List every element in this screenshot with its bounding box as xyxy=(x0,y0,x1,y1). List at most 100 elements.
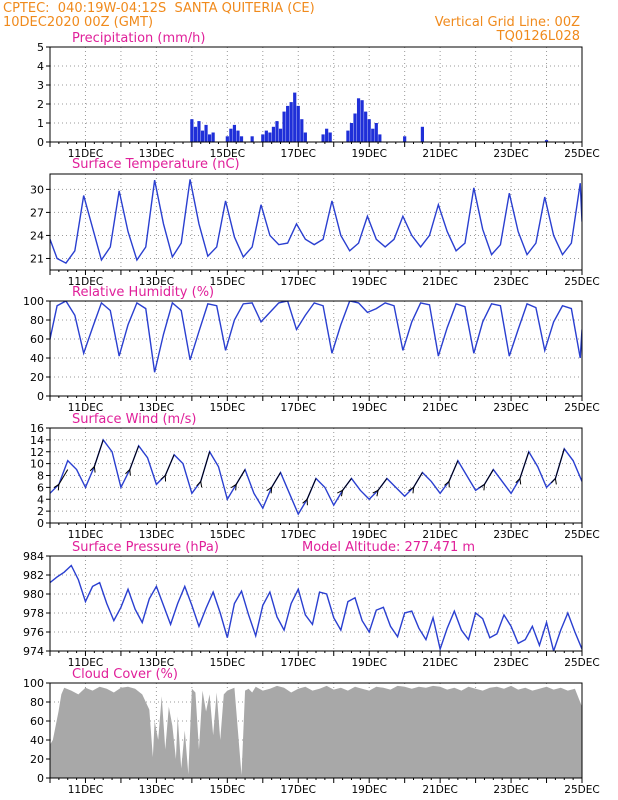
x-tick-label: 11DEC xyxy=(68,529,103,541)
x-tick-label: 15DEC xyxy=(210,148,245,160)
wind-vector xyxy=(164,454,175,476)
precip-bar xyxy=(289,102,293,142)
x-tick-label: 11DEC xyxy=(68,402,103,414)
temp-panel: 21 24 27 30 11DEC 13DEC 15DEC 17DEC 19DEC 21DEC 23… xyxy=(30,157,600,288)
pressure-title: Surface Pressure (hPa) xyxy=(72,540,219,555)
y-tick-label: 1 xyxy=(37,117,44,130)
precip-bar xyxy=(300,119,304,142)
x-tick-label: 11DEC xyxy=(68,276,103,288)
wind-vector xyxy=(235,469,246,485)
x-tick-label: 17DEC xyxy=(281,276,316,288)
precip-bar xyxy=(544,140,549,142)
precip-bar xyxy=(261,134,265,142)
wind-vector xyxy=(448,460,459,482)
wind-vector xyxy=(129,445,140,470)
y-tick-label: 24 xyxy=(30,229,44,242)
precip-bar xyxy=(346,130,350,142)
precip-bar xyxy=(403,136,407,142)
y-tick-label: 5 xyxy=(37,41,44,54)
pressure-frame xyxy=(49,555,583,652)
y-tick-label: 16 xyxy=(30,422,44,435)
precip-bar xyxy=(286,105,290,142)
precip-bar xyxy=(296,105,300,142)
x-tick-label: 13DEC xyxy=(139,148,174,160)
wind-vector xyxy=(519,451,530,479)
wind-vector xyxy=(413,472,423,488)
x-tick-label: 19DEC xyxy=(351,276,386,288)
x-tick-label: 25DEC xyxy=(564,784,599,796)
precip-bar xyxy=(236,130,240,142)
wind-arrowhead xyxy=(479,483,486,491)
x-tick-label: 19DEC xyxy=(351,529,386,541)
rh-line xyxy=(50,301,582,373)
y-tick-label: 27 xyxy=(30,206,44,219)
x-tick-label: 13DEC xyxy=(139,657,174,669)
x-tick-label: 13DEC xyxy=(139,784,174,796)
precip-bar xyxy=(328,132,332,142)
precip-bar xyxy=(325,128,329,142)
precip-bar xyxy=(374,123,378,142)
y-tick-label: 0 xyxy=(37,517,44,530)
precip-bar xyxy=(229,128,233,142)
x-tick-label: 19DEC xyxy=(351,148,386,160)
x-tick-label: 25DEC xyxy=(564,276,599,288)
x-tick-label: 15DEC xyxy=(210,402,245,414)
header: CPTEC: 040:19W-04:12S SANTA QUITERIA (CE… xyxy=(0,0,618,46)
run-date-label: 10DEC2020 00Z (GMT) xyxy=(3,15,154,30)
x-tick-label: 25DEC xyxy=(564,529,599,541)
precip-bar xyxy=(193,126,198,142)
precip-bar xyxy=(250,136,254,142)
wind-arrowhead xyxy=(408,486,415,494)
x-tick-label: 21DEC xyxy=(422,402,457,414)
y-tick-label: 0 xyxy=(37,136,44,149)
x-tick-label: 19DEC xyxy=(351,402,386,414)
x-tick-label: 13DEC xyxy=(139,529,174,541)
rh-title: Relative Humidity (%) xyxy=(72,285,214,300)
x-tick-label: 11DEC xyxy=(68,784,103,796)
precip-bar xyxy=(420,126,424,142)
y-tick-label: 80 xyxy=(30,314,44,327)
precip-bar xyxy=(268,132,272,142)
precip-bar xyxy=(356,98,361,142)
y-tick-label: 980 xyxy=(23,588,44,601)
x-tick-label: 25DEC xyxy=(564,657,599,669)
precip-bar xyxy=(371,128,375,142)
wind-arrowhead xyxy=(160,474,167,482)
temp-frame xyxy=(49,173,583,271)
y-tick-label: 4 xyxy=(37,493,44,506)
y-tick-label: 21 xyxy=(30,252,44,265)
x-tick-label: 23DEC xyxy=(493,402,528,414)
precip-bar xyxy=(321,134,325,142)
temp-title: Surface Temperature (nC) xyxy=(72,157,240,172)
model-altitude-label: Model Altitude: 277.471 m xyxy=(302,540,475,555)
y-tick-label: 40 xyxy=(30,734,44,747)
wind-arrowhead xyxy=(53,483,60,491)
y-tick-label: 976 xyxy=(23,626,44,639)
wind-title: Surface Wind (m/s) xyxy=(72,412,196,427)
y-tick-label: 974 xyxy=(23,645,44,658)
x-tick-label: 19DEC xyxy=(351,657,386,669)
precip-bar xyxy=(353,113,357,142)
wind-arrowhead xyxy=(302,498,308,506)
pressure-line xyxy=(50,564,582,651)
x-tick-label: 21DEC xyxy=(422,529,457,541)
wind-arrowhead xyxy=(196,480,203,488)
cloud-cover-area xyxy=(50,685,582,778)
x-tick-label: 23DEC xyxy=(493,276,528,288)
x-tick-label: 17DEC xyxy=(281,402,316,414)
temp-line xyxy=(50,179,582,264)
wind-vector xyxy=(342,478,352,491)
rh-panel: 0 20 40 60 80 100 11DEC 13DEC 15DEC 17DEC 19DEC 21D… xyxy=(23,285,600,414)
x-tick-label: 21DEC xyxy=(422,148,457,160)
wind-vector xyxy=(58,469,69,485)
y-tick-label: 30 xyxy=(30,183,44,196)
station-label: CPTEC: 040:19W-04:12S SANTA QUITERIA (CE… xyxy=(3,1,315,16)
wind-arrowhead xyxy=(372,489,379,497)
wind-vector xyxy=(271,472,281,488)
wind-vector xyxy=(484,469,494,485)
y-tick-label: 0 xyxy=(37,772,44,785)
y-tick-label: 6 xyxy=(37,481,44,494)
precip-bar xyxy=(208,134,212,142)
